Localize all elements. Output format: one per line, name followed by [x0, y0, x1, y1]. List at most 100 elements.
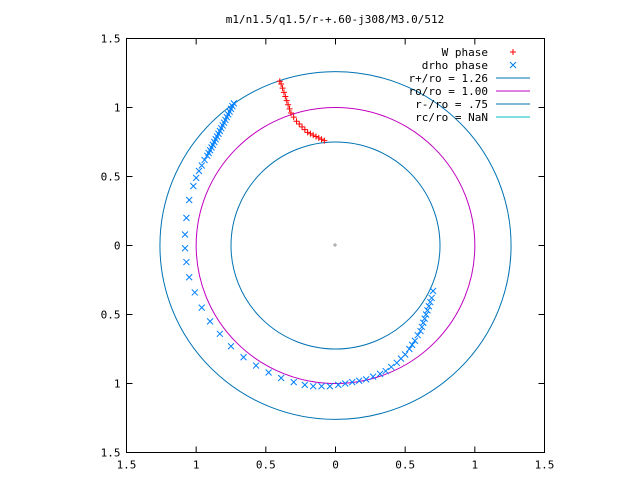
- data-point: [421, 315, 429, 322]
- data-point: [191, 289, 199, 296]
- data-point: [278, 81, 285, 88]
- data-point: [276, 78, 283, 85]
- data-point: [296, 121, 303, 128]
- data-point: [280, 89, 287, 96]
- data-point: [382, 367, 390, 375]
- data-point: [195, 167, 203, 175]
- y-tick-label: 1: [114, 378, 121, 391]
- data-point: [312, 133, 319, 140]
- y-tick-label: 1.5: [101, 447, 121, 460]
- y-tick-label: 0.5: [101, 171, 121, 184]
- legend-marker: [509, 61, 517, 69]
- data-point: [376, 370, 384, 378]
- data-point: [192, 174, 200, 182]
- data-point: [203, 152, 211, 160]
- radius-circle: [195, 107, 476, 384]
- data-point: [216, 330, 224, 338]
- data-point: [287, 110, 294, 117]
- data-point: [240, 353, 247, 361]
- data-point: [190, 182, 197, 190]
- y-tick-label: 0: [114, 240, 121, 253]
- legend-label: r-/ro = .75: [415, 98, 488, 111]
- axes: 1.5 1 0.5 0 0.5 1 1.51.510.500.511.5: [101, 33, 555, 472]
- data-point: [282, 93, 289, 100]
- data-point: [425, 302, 433, 310]
- data-point: [414, 331, 422, 339]
- data-point: [411, 337, 419, 345]
- data-point: [301, 126, 308, 133]
- data-point: [401, 351, 409, 358]
- y-tick-label: 0.5: [101, 309, 121, 322]
- data-point: [348, 378, 356, 386]
- data-point: [201, 156, 208, 164]
- legend-label: r+/ro = 1.26: [409, 72, 488, 85]
- data-point: [341, 380, 349, 387]
- data-point: [183, 214, 190, 222]
- series-plus: [276, 78, 328, 144]
- data-point: [318, 382, 325, 390]
- x-tick-label: 1: [193, 459, 200, 472]
- data-point: [355, 377, 363, 385]
- data-point: [285, 101, 292, 108]
- data-point: [198, 304, 206, 311]
- radius-circle: [230, 141, 441, 350]
- data-point: [321, 137, 328, 144]
- x-tick-label: 0: [332, 459, 339, 472]
- data-point: [369, 373, 377, 380]
- data-point: [293, 118, 300, 125]
- x-tick-label: 1.5: [117, 459, 137, 472]
- data-point: [185, 196, 193, 204]
- legend-label: ro/ro = 1.00: [409, 85, 488, 98]
- data-point: [315, 134, 322, 141]
- data-point: [417, 327, 424, 335]
- series-cross: [181, 100, 437, 390]
- data-point: [326, 382, 334, 390]
- data-point: [387, 363, 395, 371]
- legend-marker: [510, 49, 516, 55]
- data-point: [422, 311, 430, 318]
- data-point: [334, 381, 342, 389]
- data-point: [277, 374, 285, 382]
- data-point: [181, 231, 189, 238]
- data-point: [418, 323, 426, 331]
- data-point: [183, 258, 190, 266]
- x-tick-label: 0.5: [256, 459, 276, 472]
- data-point: [428, 294, 435, 302]
- x-tick-label: 1.5: [535, 459, 555, 472]
- chart-title: m1/n1.5/q1.5/r-+.60-j308/M3.0/512: [226, 13, 445, 26]
- data-point: [299, 123, 306, 130]
- data-point: [310, 132, 317, 139]
- y-tick-label: 1: [114, 102, 121, 115]
- x-tick-label: 0.5: [395, 459, 415, 472]
- legend-label: drho phase: [422, 59, 488, 72]
- data-point: [301, 381, 309, 389]
- data-point: [227, 342, 235, 350]
- data-point: [290, 114, 297, 121]
- legend-label: rc/ro = NaN: [415, 111, 488, 124]
- data-point: [318, 136, 325, 143]
- data-point: [185, 273, 193, 281]
- data-point: [429, 287, 437, 295]
- data-point: [362, 376, 370, 383]
- data-point: [283, 97, 290, 104]
- data-point: [405, 345, 413, 353]
- data-point: [279, 85, 286, 92]
- data-point: [286, 105, 293, 112]
- data-point: [419, 319, 427, 327]
- radius-circles: [159, 71, 512, 420]
- data-point: [424, 307, 431, 314]
- x-tick-label: 1: [472, 459, 479, 472]
- data-point: [290, 378, 298, 386]
- data-point: [307, 130, 314, 137]
- data-point: [206, 318, 214, 325]
- data-point: [181, 244, 189, 252]
- data-point: [309, 382, 317, 390]
- legend-label: W phase: [442, 46, 488, 59]
- y-tick-label: 1.5: [101, 33, 121, 46]
- data-point: [426, 298, 434, 306]
- data-point: [252, 362, 260, 369]
- data-point: [408, 341, 416, 349]
